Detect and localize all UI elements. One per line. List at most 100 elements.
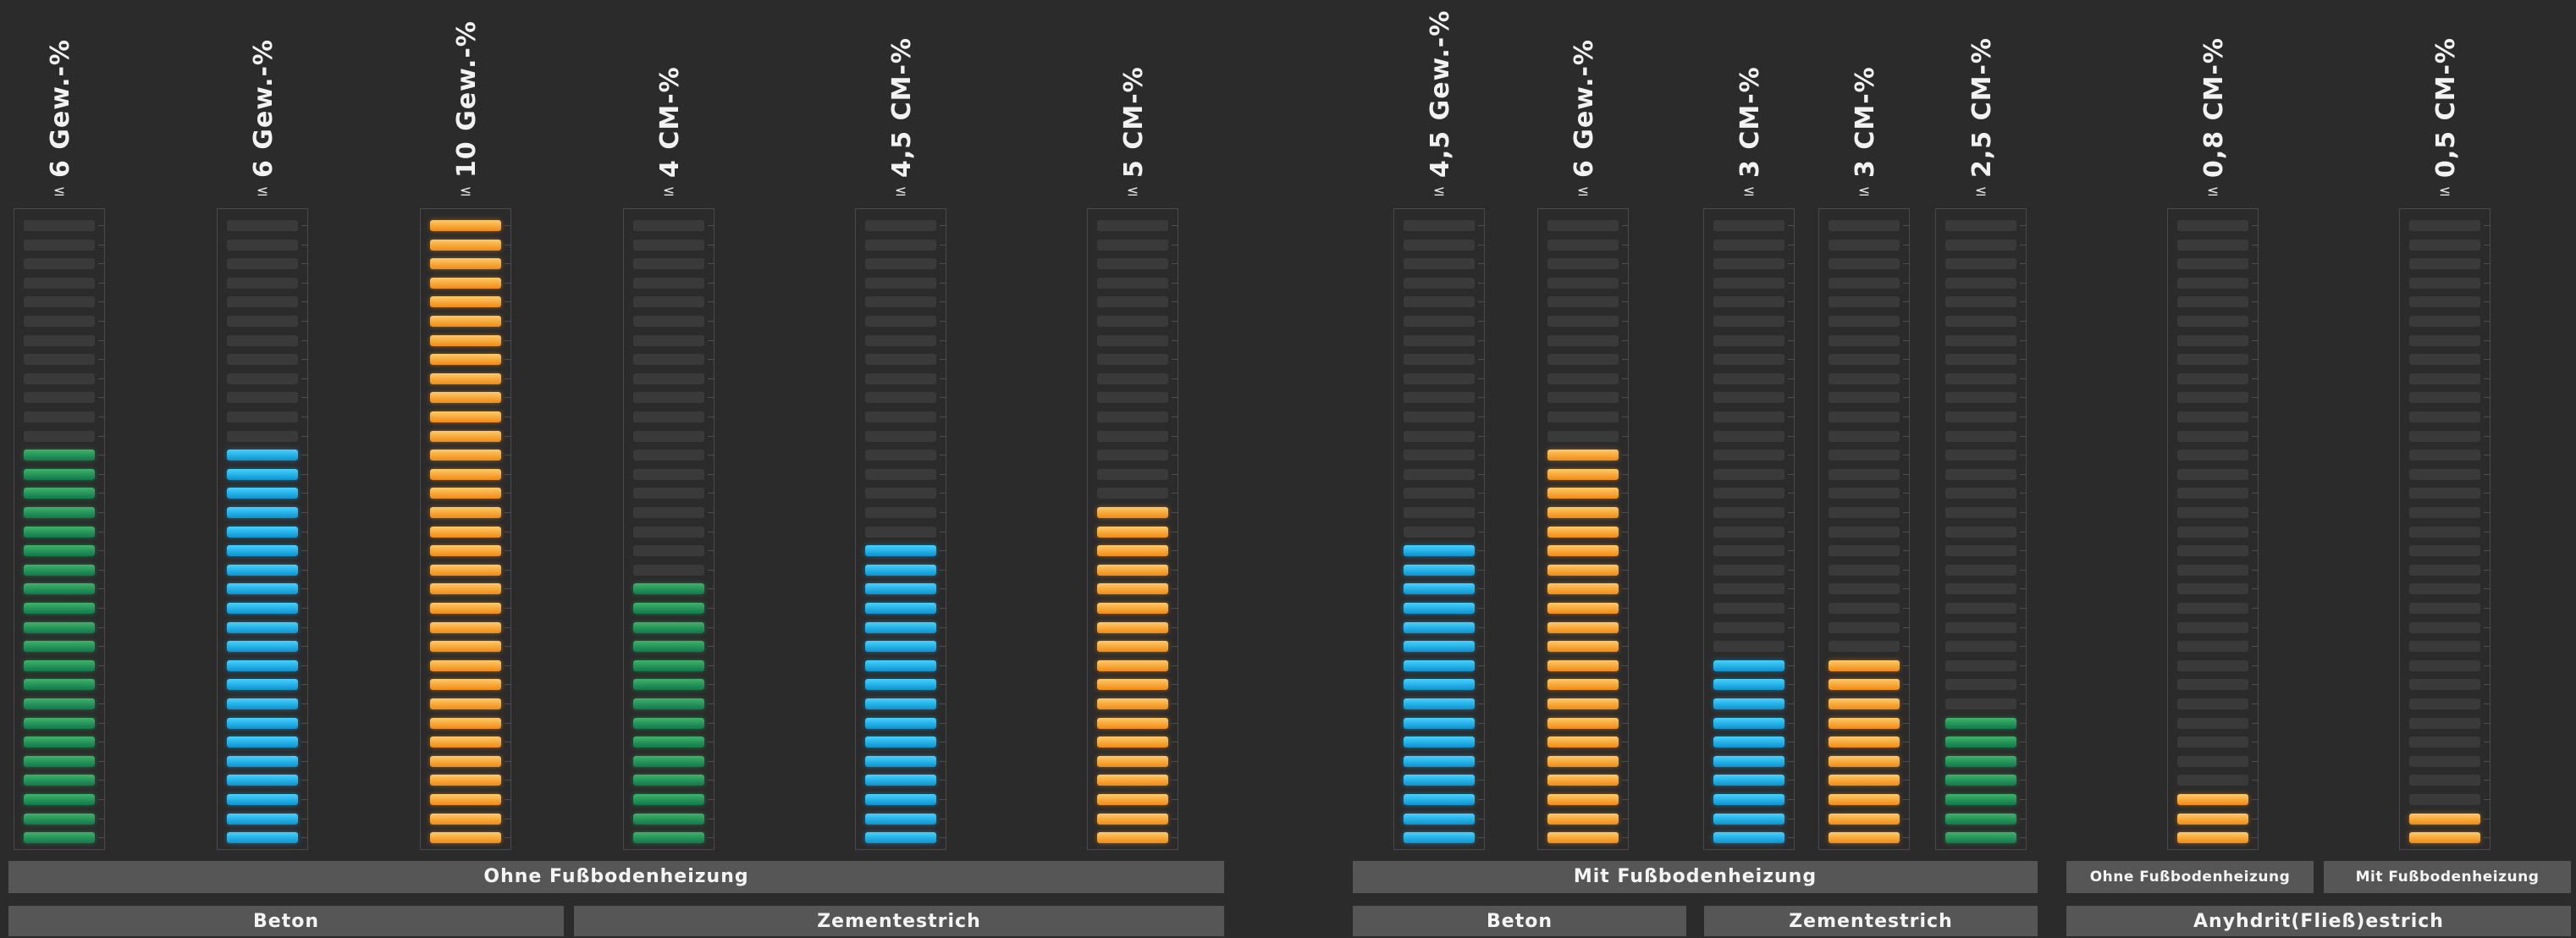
- bar-segment-empty: [633, 354, 704, 366]
- scale-tick: [2020, 397, 2027, 399]
- bar-segment-filled: [24, 641, 95, 653]
- bar-segment-empty: [24, 220, 95, 231]
- scale-tick: [1172, 301, 1178, 303]
- bar-segment-empty: [1945, 296, 2016, 308]
- column-value-label: 6 Gew.-%: [1569, 39, 1599, 178]
- bar-segment-filled: [227, 813, 298, 825]
- scale-tick: [1478, 780, 1485, 781]
- bar-segment-filled: [1829, 832, 1900, 844]
- scale-tick: [1788, 493, 1795, 494]
- bar-segment-filled: [865, 583, 936, 595]
- column-frame: [1393, 208, 1485, 850]
- bar-segment-empty: [1404, 392, 1475, 404]
- bar-segment-filled: [1547, 679, 1619, 691]
- bar-segment-filled: [633, 641, 704, 653]
- bar-segment-empty: [1547, 277, 1619, 289]
- bar-segment-empty: [865, 488, 936, 499]
- column-frame: [14, 208, 105, 850]
- scale-tick: [98, 378, 105, 379]
- bar-segment-empty: [1404, 507, 1475, 518]
- less-equal-sign: ≤: [1576, 183, 1590, 200]
- bar-segment-filled: [865, 755, 936, 767]
- bar-segment-empty: [2177, 411, 2248, 422]
- bar-segment-empty: [2177, 258, 2248, 270]
- scale-tick: [1903, 397, 1910, 399]
- bar-segment-empty: [1097, 450, 1168, 461]
- bar-segment-filled: [1547, 717, 1619, 729]
- scale-tick: [1622, 760, 1629, 762]
- bar-segment-empty: [1547, 411, 1619, 422]
- bar-segment-filled: [633, 755, 704, 767]
- scale-tick: [2252, 608, 2259, 609]
- bar-segment-empty: [2409, 679, 2480, 691]
- bar-segment-empty: [1404, 258, 1475, 270]
- bar-segment-filled: [430, 737, 501, 748]
- bar-segment-filled: [1547, 450, 1619, 461]
- scale-tick: [2020, 473, 2027, 475]
- scale-tick: [1172, 722, 1178, 724]
- bar-segment-filled: [430, 526, 501, 538]
- bar-segment-filled: [2177, 794, 2248, 805]
- scale-tick: [1172, 608, 1178, 609]
- scale-tick: [98, 225, 105, 226]
- bar-segment-filled: [227, 775, 298, 786]
- bar-segment-empty: [2409, 392, 2480, 404]
- bar-segment-empty: [633, 392, 704, 404]
- scale-tick: [1478, 722, 1485, 724]
- bar-segment-empty: [1945, 450, 2016, 461]
- bar-segment-filled: [1404, 755, 1475, 767]
- bar-segment-empty: [1097, 392, 1168, 404]
- bar-segment-empty: [1945, 316, 2016, 327]
- bar-segment-empty: [2409, 468, 2480, 480]
- bar-segment-filled: [430, 659, 501, 671]
- scale-tick: [1622, 608, 1629, 609]
- scale-tick: [98, 321, 105, 322]
- scale-tick: [2484, 378, 2491, 379]
- bar-segment-filled: [1547, 659, 1619, 671]
- scale-tick: [940, 588, 946, 590]
- bar-segment-filled: [227, 832, 298, 844]
- scale-tick: [708, 282, 714, 284]
- scale-tick: [98, 760, 105, 762]
- bar-segment-filled: [1097, 659, 1168, 671]
- scale-tick: [1478, 799, 1485, 800]
- bar-segment-filled: [430, 220, 501, 231]
- bar-segment-empty: [2177, 545, 2248, 557]
- less-equal-sign: ≤: [256, 183, 269, 200]
- scale-tick: [940, 397, 946, 399]
- bar-segment-empty: [1097, 488, 1168, 499]
- bar-segment-filled: [24, 583, 95, 595]
- scale-tick: [1622, 435, 1629, 437]
- scale-tick: [301, 473, 308, 475]
- scale-tick: [98, 397, 105, 399]
- bar-segment-empty: [633, 316, 704, 327]
- scale-tick: [1172, 799, 1178, 800]
- scale-tick: [505, 626, 511, 628]
- bar-segment-filled: [1713, 813, 1784, 825]
- bar-segment-empty: [24, 277, 95, 289]
- bar-segment-empty: [2409, 698, 2480, 709]
- bar-segment-filled: [430, 392, 501, 404]
- column-frame: [623, 208, 714, 850]
- scale-tick: [708, 646, 714, 648]
- bar-segment-filled: [430, 372, 501, 384]
- scale-tick: [301, 665, 308, 666]
- scale-tick: [1788, 473, 1795, 475]
- bar-segment-filled: [633, 659, 704, 671]
- scale-tick: [1172, 588, 1178, 590]
- scale-tick: [2484, 684, 2491, 686]
- bar-segment-empty: [1713, 450, 1784, 461]
- bar-segment-filled: [1829, 813, 1900, 825]
- bar-segment-filled: [430, 564, 501, 576]
- scale-tick: [708, 684, 714, 686]
- bar-segment-empty: [1829, 450, 1900, 461]
- scale-tick: [301, 397, 308, 399]
- column-value-label: 4 CM-%: [655, 66, 685, 178]
- scale-tick: [2484, 665, 2491, 666]
- bar-segment-filled: [865, 603, 936, 614]
- scale-tick: [1478, 588, 1485, 590]
- scale-tick: [2020, 569, 2027, 571]
- bar-segment-empty: [2409, 316, 2480, 327]
- scale-tick: [1903, 550, 1910, 552]
- scale-tick: [940, 263, 946, 265]
